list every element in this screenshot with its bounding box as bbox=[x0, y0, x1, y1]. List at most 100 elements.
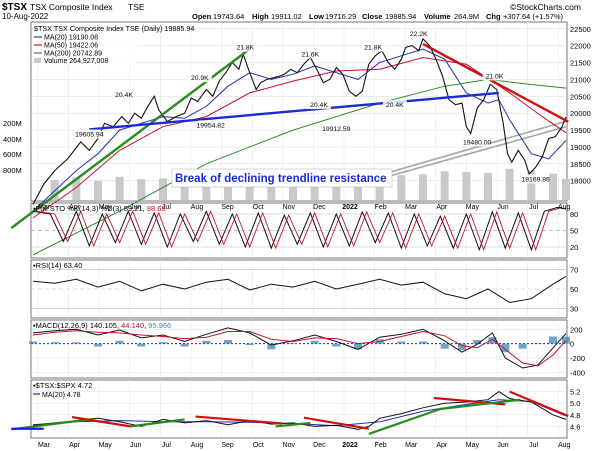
volume-bar bbox=[505, 168, 514, 200]
channel-line bbox=[357, 125, 567, 186]
price-label-bg bbox=[112, 89, 136, 99]
price-label: 20.9K bbox=[191, 75, 209, 82]
price-label: 19605.94 bbox=[75, 132, 104, 139]
x-tick-label-bottom: Aug bbox=[191, 442, 204, 449]
price-label-bg bbox=[382, 100, 407, 110]
ratio-trendline-red2 bbox=[195, 415, 283, 425]
low-value: 19716.29 bbox=[325, 12, 356, 21]
legend-price: $TSX TSX Composite Index TSE (Daily) 198… bbox=[34, 24, 194, 33]
macd-hist-bar bbox=[397, 341, 406, 344]
price-label: 21.0K bbox=[486, 73, 504, 80]
price-label: 21.8K bbox=[236, 45, 254, 52]
price-label-bg bbox=[233, 42, 258, 52]
volume-bar bbox=[527, 170, 536, 200]
price-label-bg bbox=[523, 174, 548, 184]
macd-tick-label: -400 bbox=[570, 368, 585, 377]
x-tick-label: Dec bbox=[313, 204, 326, 211]
macd-hist-bar bbox=[518, 343, 527, 349]
x-tick-label-bottom: May bbox=[99, 442, 113, 449]
x-tick-label-bottom: Sep bbox=[221, 442, 234, 449]
annotation-text: Break of declining trendline resistance bbox=[175, 173, 387, 185]
price-line bbox=[32, 37, 567, 205]
ratio-trendline-green4 bbox=[368, 407, 441, 435]
rsi-title: ▪RSI(14) 63.40 bbox=[33, 261, 82, 270]
x-tick-label-bottom: Apr bbox=[436, 442, 448, 449]
price-tick-label: 18500 bbox=[570, 160, 591, 169]
high-value: 19911.02 bbox=[271, 12, 302, 21]
x-tick-label-bottom: Mar bbox=[38, 442, 51, 449]
price-label: 20.4K bbox=[310, 102, 328, 109]
symbol: $TSX bbox=[2, 2, 27, 13]
x-tick-label: May bbox=[466, 204, 480, 211]
sto-tick-label: 20 bbox=[570, 243, 578, 252]
x-tick-label-bottom: Jul bbox=[529, 442, 538, 449]
volume-tick-label: 200M bbox=[3, 119, 22, 128]
ratio-tick-label: 5.0 bbox=[570, 399, 580, 408]
low-label: Low bbox=[309, 12, 324, 21]
axis-ticks: 2250022000215002100020500200001950019000… bbox=[3, 25, 591, 449]
volume-tick-label: 800M bbox=[3, 166, 22, 175]
price-label-bg bbox=[187, 73, 212, 83]
macd-hist-bar bbox=[440, 343, 449, 349]
price-label: 19954.82 bbox=[196, 122, 225, 129]
price-label: 19912.59 bbox=[322, 126, 351, 133]
ratio-ma-line bbox=[32, 399, 567, 427]
macd-hist-bar bbox=[562, 336, 570, 344]
volume-bar bbox=[115, 176, 124, 200]
macd-hist-bar bbox=[310, 340, 319, 344]
legend-ma200: MA(200) 20742.89 bbox=[44, 51, 102, 58]
macd-hist-bar bbox=[159, 342, 167, 344]
volume-bar bbox=[397, 175, 406, 200]
macd-hist-bar bbox=[419, 341, 427, 344]
x-tick-label: May bbox=[99, 204, 113, 211]
x-tick-label-bottom: Apr bbox=[69, 442, 81, 449]
macd-hist-bar bbox=[332, 343, 341, 347]
sto-tick-label: 80 bbox=[570, 210, 578, 219]
rsi-tick-label: 50 bbox=[570, 285, 578, 294]
volume-value: 264.9M bbox=[454, 12, 479, 21]
ratio-trendline-red5 bbox=[509, 390, 569, 417]
volume-bar bbox=[202, 179, 211, 200]
indicator-titles: ▪Full STO %K(14,3) %D(3) 89.21, 88.65 ▪R… bbox=[33, 204, 171, 399]
macd-tick-label: 200 bbox=[570, 325, 583, 334]
sto-tick-label: 50 bbox=[570, 227, 578, 236]
volume-bar bbox=[94, 180, 102, 200]
x-tick-label: Mar bbox=[38, 204, 51, 211]
x-tick-label-bottom: May bbox=[466, 442, 480, 449]
volume-bar bbox=[354, 175, 362, 200]
x-tick-label: Jul bbox=[162, 204, 171, 211]
ratio-tick-label: 4.6 bbox=[570, 422, 580, 431]
x-tick-label: Feb bbox=[375, 204, 387, 211]
ratio-trendline-red3 bbox=[303, 416, 370, 430]
price-tick-label: 22000 bbox=[570, 42, 591, 51]
x-tick-label-bottom: Nov bbox=[283, 442, 296, 449]
volume-bar bbox=[50, 180, 59, 200]
price-label: 18169.86 bbox=[521, 176, 550, 183]
x-tick-label-bottom: Jun bbox=[130, 442, 141, 449]
x-tick-label: Jun bbox=[497, 204, 508, 211]
volume-bar bbox=[440, 171, 449, 200]
ratio-line bbox=[32, 390, 567, 430]
macd-hist-bar bbox=[50, 342, 59, 344]
price-tick-label: 21500 bbox=[570, 59, 591, 68]
date: 10-Aug-2022 bbox=[2, 12, 49, 21]
macd-hist-bar bbox=[224, 340, 232, 344]
x-tick-label-bottom: Oct bbox=[253, 442, 264, 449]
macd-hist-bar bbox=[549, 336, 557, 344]
macd-hist-bar bbox=[94, 343, 102, 347]
x-tick-label: Jun bbox=[130, 204, 141, 211]
price-label-bg bbox=[482, 71, 507, 81]
price-label-bg bbox=[406, 29, 431, 39]
macd-hist-bar bbox=[473, 340, 482, 344]
ratio-panel bbox=[30, 379, 568, 439]
open-label: Open bbox=[192, 12, 212, 21]
chg-value: +307.64 (+1.57%) bbox=[503, 12, 564, 21]
annotation-box bbox=[171, 168, 393, 188]
price-tick-label: 19500 bbox=[570, 126, 591, 135]
macd-panel bbox=[30, 319, 568, 379]
ratio-ma-label: MA(20) 4.78 bbox=[42, 392, 81, 399]
macd-hist-bar bbox=[501, 343, 510, 353]
close-value: 19885.94 bbox=[385, 12, 416, 21]
ratio-trendline-green1 bbox=[11, 417, 94, 431]
